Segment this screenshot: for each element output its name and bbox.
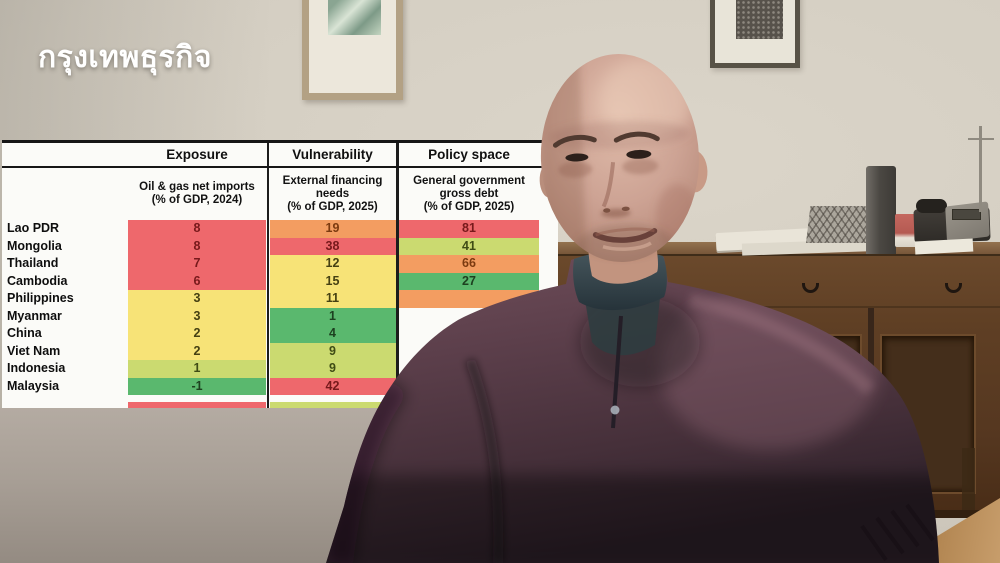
heat-cell: 66 [399, 255, 539, 273]
drawer-handle [945, 283, 962, 293]
phone-handset [916, 199, 947, 213]
country-label: Indonesia [7, 361, 66, 376]
country-label: Mongolia [7, 238, 62, 253]
heat-cell: 6 [128, 272, 266, 291]
zipper-pull [610, 405, 620, 415]
heat-cell: 42 [269, 377, 396, 396]
heat-cell: 1 [128, 360, 266, 378]
framed-picture-left [302, 0, 403, 100]
column-group-header: Vulnerability [292, 147, 373, 162]
column-subheader: Oil & gas net imports (% of GDP, 2024) [139, 181, 255, 206]
heat-cell: 1 [269, 307, 396, 326]
heat-cell: 8 [128, 237, 266, 256]
table-row: Myanmar 3 1 [2, 307, 558, 326]
eye-left [565, 153, 589, 162]
table-row: Malaysia -1 42 [2, 377, 558, 396]
heat-cell: 15 [269, 272, 396, 291]
partial-heat-cell [128, 402, 266, 408]
heat-cell: 19 [269, 220, 396, 238]
framed-etching [710, 0, 800, 68]
heatmap-table: Exposure Vulnerability Policy space Oil … [2, 140, 558, 408]
column-group-header: Exposure [166, 147, 228, 162]
column-subheader: General government gross debt (% of GDP,… [413, 174, 525, 213]
nostril [621, 206, 630, 212]
heat-cell: 2 [128, 342, 266, 361]
picture-art-green [328, 0, 381, 35]
heat-cell: 11 [269, 290, 396, 308]
country-label: Viet Nam [7, 343, 61, 358]
country-label: Philippines [7, 291, 74, 306]
table-row: Philippines 3 11 [2, 290, 558, 308]
heat-cell: 38 [269, 237, 396, 256]
partial-heat-cell [269, 402, 396, 408]
heat-cell: 9 [269, 342, 396, 361]
eye-right [626, 149, 652, 159]
country-label: Cambodia [7, 273, 68, 288]
heat-cell: 81 [399, 220, 539, 238]
heat-cell: 27 [399, 272, 539, 291]
heat-cell: 41 [399, 237, 539, 256]
heat-cell: 9 [269, 360, 396, 378]
table-row: Thailand 7 12 66 [2, 255, 558, 273]
table-row: Mongolia 8 38 41 [2, 237, 558, 256]
country-label: Myanmar [7, 308, 62, 323]
column-divider [396, 143, 399, 408]
heat-cell: 12 [269, 255, 396, 273]
mouth [592, 228, 658, 243]
undershirt [585, 298, 660, 356]
phone-display [952, 209, 981, 220]
antenna-crossbar [968, 138, 994, 140]
heat-cell: -1 [128, 377, 266, 396]
cabinet-shadow [962, 448, 975, 518]
table-row: China 2 4 [2, 325, 558, 343]
wire-basket [806, 206, 870, 243]
table-rows: Lao PDR 8 19 81 Mongolia 8 38 41 Thailand 7 12 66 Ca… [2, 220, 558, 396]
country-label: Malaysia [7, 378, 60, 393]
heat-cell: 4 [269, 325, 396, 343]
table-row: Cambodia 6 15 27 [2, 272, 558, 291]
nose [601, 162, 616, 208]
heat-cell: 2 [128, 325, 266, 343]
person-head [537, 54, 708, 265]
table-row: Indonesia 1 9 [2, 360, 558, 378]
sweater-ribbing [860, 503, 935, 562]
eyebrow-left [552, 134, 597, 148]
heat-cell: 3 [128, 290, 266, 308]
heat-cell: 8 [128, 220, 266, 238]
eyebrow-right [613, 131, 660, 143]
nostril [603, 208, 611, 213]
country-label: Thailand [7, 256, 59, 271]
heat-cell: 3 [128, 307, 266, 326]
column-divider [266, 143, 269, 408]
table-row: Viet Nam 2 9 [2, 342, 558, 361]
header-underline [2, 166, 558, 168]
table-row: Lao PDR 8 19 81 [2, 220, 558, 238]
channel-logo: กรุงเทพธุรกิจ [38, 41, 212, 74]
drawer-handle [802, 283, 819, 293]
etching-art [736, 0, 783, 39]
country-label: Lao PDR [7, 221, 60, 235]
country-label: China [7, 326, 42, 341]
heat-cell: 7 [128, 255, 266, 273]
tablet-stand [866, 166, 896, 254]
antenna-pole [979, 126, 982, 212]
column-group-header: Policy space [428, 147, 510, 162]
column-subheader: External financing needs (% of GDP, 2025… [282, 174, 383, 213]
